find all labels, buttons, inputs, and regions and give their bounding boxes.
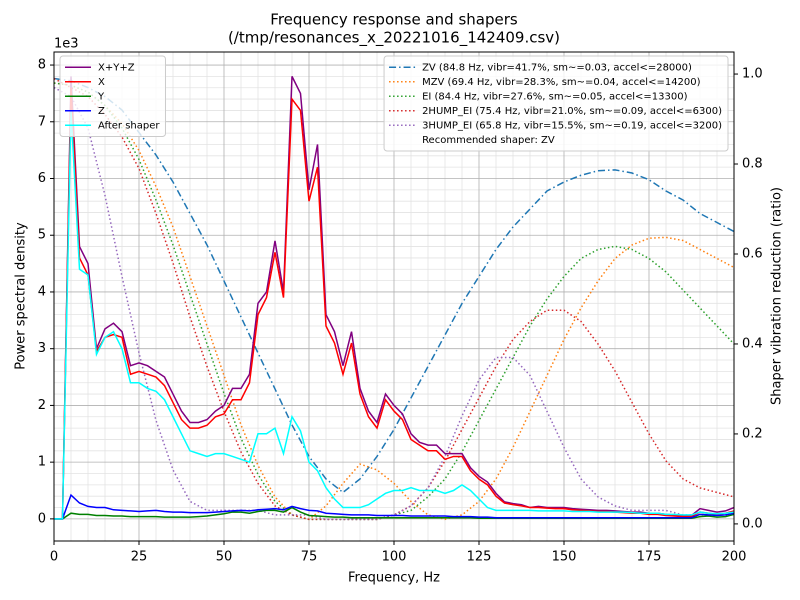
y-axis-label: Power spectral density bbox=[14, 222, 29, 370]
y-tick-label: 6 bbox=[38, 171, 46, 186]
chart-subtitle: (/tmp/resonances_x_20221016_142409.csv) bbox=[228, 29, 560, 48]
legend-label: EI (84.4 Hz, vibr=27.6%, sm~=0.05, accel… bbox=[422, 91, 688, 102]
y-tick-label: 7 bbox=[38, 114, 46, 129]
y2-axis-label: Shaper vibration reduction (ratio) bbox=[770, 187, 785, 405]
x-axis-label: Frequency, Hz bbox=[348, 571, 440, 586]
y-tick-label: 0 bbox=[38, 511, 46, 526]
legend-note: Recommended shaper: ZV bbox=[422, 135, 555, 146]
legend-label: ZV (84.8 Hz, vibr=41.7%, sm~=0.03, accel… bbox=[422, 62, 692, 73]
y2-tick-label: 0.6 bbox=[742, 246, 763, 261]
x-tick-label: 0 bbox=[50, 550, 58, 565]
y-tick-label: 4 bbox=[38, 284, 46, 299]
x-tick-label: 150 bbox=[552, 550, 577, 565]
legend: X+Y+Z XYZ After shaper bbox=[59, 55, 166, 137]
y2-tick-label: 0.2 bbox=[742, 426, 763, 441]
y2-tick-label: 1.0 bbox=[742, 67, 763, 82]
series-line bbox=[54, 82, 734, 521]
legend-label: MZV (69.4 Hz, vibr=28.3%, sm~=0.04, acce… bbox=[422, 77, 701, 88]
legend-label: 2HUMP_EI (75.4 Hz, vibr=21.0%, sm~=0.09,… bbox=[422, 106, 722, 117]
y-tick-label: 1 bbox=[38, 455, 46, 470]
x-tick-label: 125 bbox=[467, 550, 492, 565]
legend-label: After shaper bbox=[98, 120, 160, 131]
x-tick-label: 100 bbox=[382, 550, 407, 565]
y-tick-label: 8 bbox=[38, 58, 46, 73]
legend-label: Z bbox=[98, 106, 105, 117]
plot-frame bbox=[53, 51, 735, 542]
y2-tick-label: 0.8 bbox=[742, 157, 763, 172]
y-offset-label: 1e3 bbox=[54, 37, 79, 52]
legend-label: X+Y+Z bbox=[98, 62, 135, 73]
x-tick-label: 175 bbox=[637, 550, 662, 565]
series-line bbox=[54, 82, 734, 521]
x-tick-label: 75 bbox=[301, 550, 318, 565]
legend-label: 3HUMP_EI (65.8 Hz, vibr=15.5%, sm~=0.19,… bbox=[422, 120, 722, 131]
x-tick-label: 25 bbox=[131, 550, 148, 565]
legend-label: Y bbox=[97, 91, 105, 102]
legend-box bbox=[383, 55, 729, 152]
chart-title: Frequency response and shapers bbox=[270, 11, 518, 29]
x-tick-label: 50 bbox=[216, 550, 233, 565]
y-tick-label: 5 bbox=[38, 228, 46, 243]
x-tick-label: 200 bbox=[722, 550, 747, 565]
y-tick-label: 2 bbox=[38, 398, 46, 413]
legend: ZV (84.8 Hz, vibr=41.7%, sm~=0.03, accel… bbox=[383, 55, 729, 152]
series-line bbox=[54, 110, 734, 520]
y2-tick-label: 0.4 bbox=[742, 336, 763, 351]
y-tick-label: 3 bbox=[38, 341, 46, 356]
legend-label: X bbox=[98, 77, 105, 88]
series-line bbox=[54, 77, 734, 521]
legend-box bbox=[59, 55, 166, 137]
series-line bbox=[54, 76, 734, 520]
y2-tick-label: 0.0 bbox=[742, 516, 763, 531]
series-line bbox=[54, 493, 734, 520]
